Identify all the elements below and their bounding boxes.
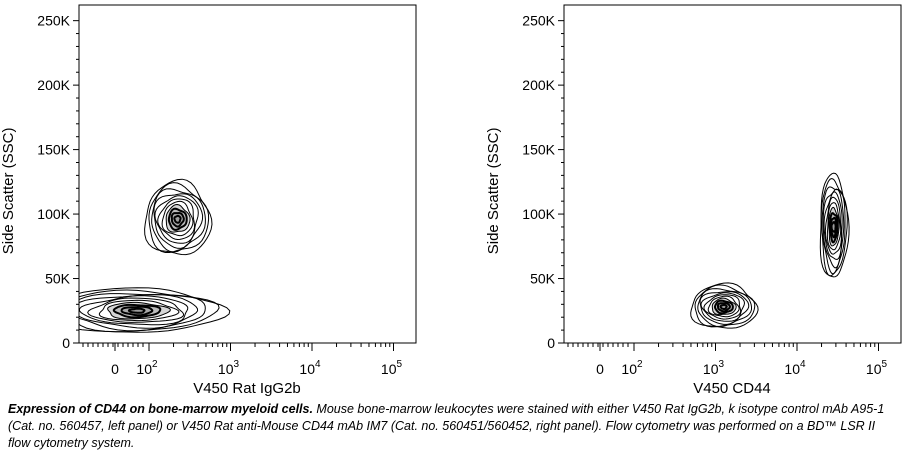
contour-line-0-0 — [144, 178, 213, 256]
x-tick-base: 10 — [218, 361, 234, 377]
y-tick-label: 150K — [37, 142, 70, 158]
x-axis-title: V450 CD44 — [693, 380, 771, 397]
y-tick-label: 100K — [37, 206, 70, 222]
x-tick-base: 10 — [866, 361, 882, 377]
x-tick-exponent: 3 — [234, 359, 240, 370]
contour-line-1-4 — [823, 191, 843, 260]
contour-line-0-0 — [690, 282, 759, 329]
contour-line-1-10 — [127, 307, 146, 314]
caption-text: Mouse bone-marrow leukocytes were staine… — [8, 402, 885, 450]
x-axis-title: V450 Rat IgG2b — [193, 380, 301, 397]
x-tick-exponent: 4 — [315, 359, 321, 370]
y-tick-label: 250K — [37, 13, 70, 29]
contour-line-0-5 — [157, 198, 196, 241]
contour-line-0-6 — [161, 200, 194, 237]
x-tick-base: 10 — [621, 361, 637, 377]
x-tick-label: 104 — [299, 359, 321, 377]
contour-line-0-4 — [700, 292, 746, 322]
y-tick-label: 250K — [522, 13, 555, 29]
x-tick-exponent: 2 — [637, 359, 643, 370]
y-tick-label: 0 — [62, 335, 70, 351]
contour-line-0-6 — [707, 295, 740, 318]
x-tick-base: 0 — [596, 361, 604, 377]
y-tick-label: 0 — [547, 335, 555, 351]
contour-line-0-3 — [699, 291, 750, 325]
x-tick-base: 10 — [703, 361, 719, 377]
contour-group — [690, 172, 850, 329]
x-tick-exponent: 3 — [719, 359, 725, 370]
contour-line-1-9 — [120, 305, 154, 317]
x-tick-base: 10 — [136, 361, 152, 377]
x-tick-base: 0 — [111, 361, 119, 377]
contour-line-0-1 — [694, 284, 756, 328]
contour-line-0-5 — [703, 294, 742, 320]
y-tick-label: 50K — [530, 271, 556, 287]
plot-frame — [563, 4, 902, 344]
contour-line-1-0 — [79, 287, 231, 333]
plot-frame — [78, 4, 417, 344]
x-tick-label: 103 — [703, 359, 725, 377]
contour-line-1-5 — [87, 297, 185, 323]
x-tick-label: 102 — [136, 359, 158, 377]
contour-line-1-3 — [79, 293, 199, 329]
contour-line-1-10 — [830, 220, 837, 233]
x-tick-exponent: 5 — [882, 359, 888, 370]
y-tick-label: 200K — [37, 77, 70, 93]
x-tick-base: 10 — [299, 361, 315, 377]
contour-group — [79, 178, 231, 333]
contour-line-0-3 — [153, 193, 204, 249]
x-tick-label: 103 — [218, 359, 240, 377]
contour-line-0-10 — [719, 303, 728, 310]
y-tick-label: 200K — [522, 77, 555, 93]
x-tick-label: 105 — [866, 359, 888, 377]
x-tick-label: 102 — [621, 359, 643, 377]
contour-line-0-4 — [154, 195, 199, 244]
y-tick-label: 50K — [45, 271, 71, 287]
contour-line-1-3 — [822, 188, 845, 269]
y-tick-label: 100K — [522, 206, 555, 222]
y-tick-label: 150K — [522, 142, 555, 158]
x-tick-label: 105 — [381, 359, 403, 377]
figure-caption: Expression of CD44 on bone-marrow myeloi… — [8, 401, 888, 452]
x-tick-exponent: 2 — [152, 359, 158, 370]
y-axis-title: Side Scatter (SSC) — [0, 128, 17, 255]
contour-line-0-10 — [173, 214, 182, 224]
x-tick-exponent: 4 — [800, 359, 806, 370]
caption-title: Expression of CD44 on bone-marrow myeloi… — [8, 402, 313, 416]
x-tick-exponent: 5 — [397, 359, 403, 370]
x-tick-label: 0 — [596, 361, 604, 377]
x-tick-label: 104 — [784, 359, 806, 377]
y-axis-title: Side Scatter (SSC) — [485, 128, 502, 255]
contour-line-0-1 — [148, 182, 210, 253]
x-tick-label: 0 — [111, 361, 119, 377]
contour-line-1-5 — [824, 196, 842, 255]
contour-line-1-6 — [826, 202, 842, 251]
x-tick-base: 10 — [381, 361, 397, 377]
x-tick-base: 10 — [784, 361, 800, 377]
contour-line-1-6 — [98, 299, 180, 322]
